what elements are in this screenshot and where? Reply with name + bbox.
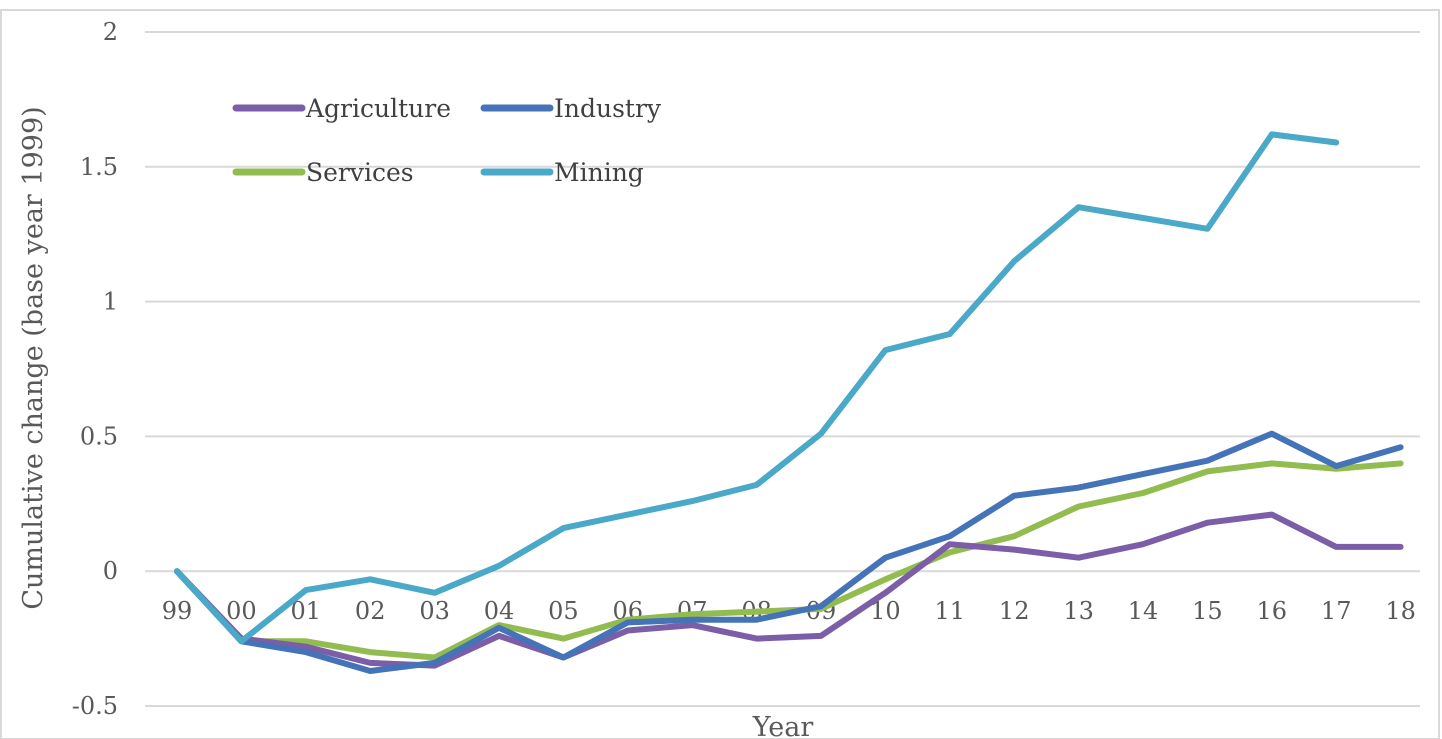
y-tick-label: -0.5 xyxy=(72,692,118,720)
x-tick-label: 03 xyxy=(419,597,450,625)
x-tick-label: 18 xyxy=(1385,597,1416,625)
series-lines xyxy=(174,131,1404,674)
x-tick-label: 99 xyxy=(162,597,193,625)
series-line-industry xyxy=(174,430,1404,674)
legend-label-mining: Mining xyxy=(554,158,644,187)
x-tick-label: 14 xyxy=(1128,597,1159,625)
y-tick-label: 0.5 xyxy=(80,422,118,450)
series-line-mining xyxy=(174,131,1340,645)
x-tick-label: 11 xyxy=(935,597,966,625)
x-tick-label: 15 xyxy=(1192,597,1223,625)
x-tick-label: 13 xyxy=(1063,597,1094,625)
gridlines xyxy=(145,31,1420,707)
x-tick-label: 05 xyxy=(548,597,579,625)
series-line-agriculture xyxy=(174,511,1404,669)
y-axis-title: Cumulative change (base year 1999) xyxy=(18,106,49,609)
y-tick-label: 0 xyxy=(103,557,118,585)
legend-label-industry: Industry xyxy=(554,94,662,123)
x-tick-label: 02 xyxy=(355,597,386,625)
x-tick-label: 04 xyxy=(484,597,515,625)
y-axis-ticks: -0.5 0 0.5 1 1.5 2 xyxy=(72,18,118,720)
y-tick-label: 1.5 xyxy=(80,153,118,181)
y-tick-label: 1 xyxy=(103,288,118,316)
legend-label-services: Services xyxy=(306,158,414,187)
legend-label-agriculture: Agriculture xyxy=(305,94,451,123)
x-tick-label: 12 xyxy=(999,597,1030,625)
legend: Agriculture Industry Services Mining xyxy=(232,94,662,187)
x-tick-label: 17 xyxy=(1321,597,1352,625)
x-tick-label: 16 xyxy=(1257,597,1288,625)
y-tick-label: 2 xyxy=(103,18,118,46)
x-tick-label: 00 xyxy=(226,597,257,625)
x-axis-title: Year xyxy=(752,712,814,739)
